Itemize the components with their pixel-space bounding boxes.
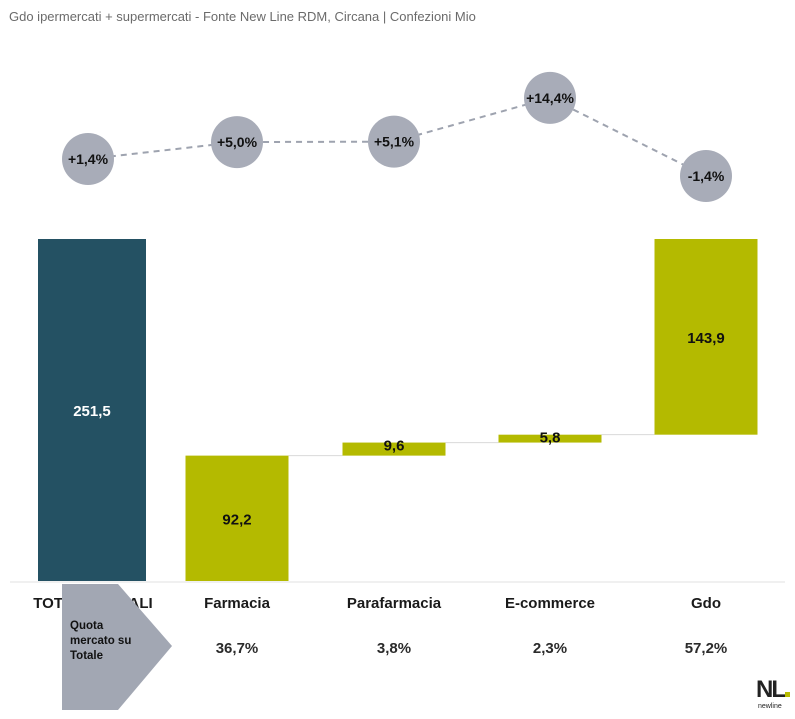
share-label-gdo: 57,2% [684, 640, 728, 657]
growth-bubble-parafarmacia [368, 115, 420, 168]
category-label-gdo: Gdo [691, 595, 721, 612]
share-arrow-shape [62, 584, 172, 710]
growth-label-totale: +1,4% [68, 151, 109, 167]
share-label-parafarmacia: 3,8% [376, 640, 412, 657]
growth-label-parafarmacia: +5,1% [374, 134, 415, 150]
growth-bubble-ecommerce [524, 71, 576, 124]
value-label-ecommerce: 5,8 [540, 430, 561, 447]
value-label-parafarmacia: 9,6 [384, 438, 405, 455]
newline-logo: NL newline [756, 677, 790, 715]
share-label-farmacia: 36,7% [215, 640, 259, 657]
growth-bubble-farmacia [211, 116, 263, 169]
growth-label-gdo: -1,4% [688, 168, 725, 184]
share-caption: Quota mercato su Totale [70, 620, 132, 662]
growth-label-farmacia: +5,0% [217, 134, 258, 150]
share-label-ecommerce: 2,3% [532, 640, 568, 657]
chart-subtitle: Gdo ipermercati + supermercati - Fonte N… [9, 9, 476, 24]
bar-farmacia [185, 455, 289, 581]
growth-bubble-gdo [680, 150, 732, 202]
bar-parafarmacia [342, 442, 446, 456]
bar-totale [38, 239, 146, 581]
value-label-gdo: 143,9 [687, 330, 725, 347]
value-label-farmacia: 92,2 [222, 511, 251, 528]
growth-bubble-totale [62, 133, 114, 185]
bar-ecommerce [498, 434, 602, 443]
category-label-farmacia: Farmacia [204, 595, 270, 612]
bar-gdo [654, 239, 758, 435]
category-label-ecommerce: E-commerce [504, 595, 596, 612]
logo-text: NL [756, 676, 786, 703]
value-label-totale: 251,5 [73, 403, 111, 420]
category-label-parafarmacia: Parafarmacia [346, 595, 442, 612]
logo-dot-icon [785, 692, 790, 697]
growth-trend-line [87, 96, 707, 177]
logo-subtext: newline [758, 703, 782, 710]
growth-label-ecommerce: +14,4% [526, 90, 574, 106]
